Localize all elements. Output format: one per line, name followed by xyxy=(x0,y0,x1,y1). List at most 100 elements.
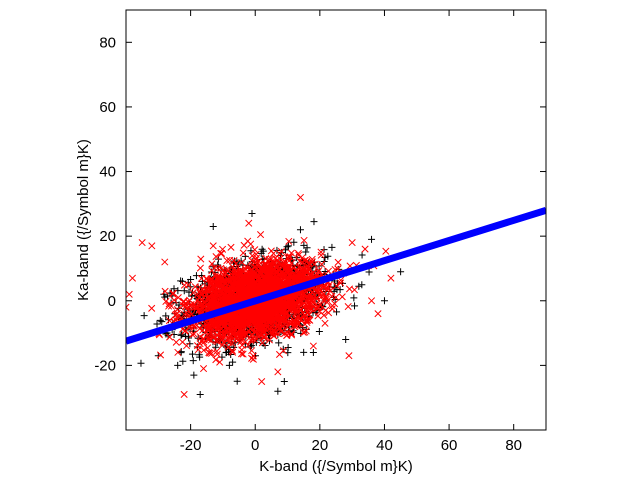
data-point-cross xyxy=(305,311,313,319)
data-point-cross xyxy=(300,236,308,244)
data-point-cross xyxy=(275,298,283,306)
data-point-cross xyxy=(210,298,218,306)
data-point-cross xyxy=(258,377,266,386)
data-point-cross xyxy=(297,301,306,309)
x-tick-label: 0 xyxy=(251,437,259,454)
data-point-cross xyxy=(277,315,285,323)
data-point-cross xyxy=(244,274,252,282)
data-point-cross xyxy=(239,350,247,358)
data-point-plus xyxy=(321,267,329,275)
data-point-cross xyxy=(331,265,339,274)
data-point-cross xyxy=(251,258,259,267)
data-point-cross xyxy=(281,270,289,278)
data-point-cross xyxy=(237,295,245,303)
data-point-plus xyxy=(328,243,336,251)
data-point-cross xyxy=(228,346,236,355)
data-point-cross xyxy=(348,239,356,247)
data-point-plus xyxy=(397,268,405,276)
data-point-plus xyxy=(233,377,241,385)
data-point-plus xyxy=(195,351,203,359)
data-point-cross xyxy=(247,336,255,345)
data-point-cross xyxy=(172,310,180,318)
data-point-cross xyxy=(182,302,190,310)
data-point-cross xyxy=(271,329,279,337)
data-point-plus xyxy=(140,312,148,320)
data-point-cross xyxy=(301,265,309,273)
data-point-cross xyxy=(217,274,225,282)
data-point-cross xyxy=(382,247,390,255)
data-point-cross xyxy=(244,237,252,245)
data-point-cross xyxy=(187,302,195,310)
fit-line xyxy=(126,206,546,345)
x-axis-label: K-band ({/Symbol m}K) xyxy=(259,458,412,475)
data-point-plus xyxy=(303,244,311,252)
data-point-plus xyxy=(158,318,166,326)
data-point-plus xyxy=(209,222,217,230)
data-point-cross xyxy=(367,297,376,305)
data-point-cross xyxy=(190,330,198,338)
data-point-cross xyxy=(204,335,212,343)
data-point-cross xyxy=(258,319,266,327)
data-point-plus xyxy=(350,294,358,302)
data-point-cross xyxy=(169,289,177,297)
data-point-cross xyxy=(183,310,192,318)
data-point-plus xyxy=(248,210,256,218)
data-point-cross xyxy=(190,301,199,309)
data-point-plus xyxy=(196,391,204,399)
data-point-cross xyxy=(180,281,188,289)
data-point-cross xyxy=(344,303,352,311)
data-point-plus xyxy=(186,340,194,348)
data-point-cross xyxy=(197,290,205,298)
data-point-cross xyxy=(280,330,289,338)
data-point-cross xyxy=(260,314,269,322)
data-point-cross xyxy=(295,251,303,259)
data-point-cross xyxy=(173,306,181,314)
data-point-cross xyxy=(279,322,288,330)
data-point-cross xyxy=(207,349,216,357)
data-point-plus xyxy=(309,348,317,356)
x-tick-label: -20 xyxy=(180,437,202,454)
data-point-plus xyxy=(257,249,265,257)
data-point-cross xyxy=(180,390,188,399)
x-tick-label: 80 xyxy=(505,437,522,454)
data-point-cross xyxy=(224,324,233,332)
data-point-plus xyxy=(274,387,282,395)
data-point-plus xyxy=(170,285,178,293)
data-point-cross xyxy=(161,287,169,295)
data-point-cross xyxy=(266,276,274,284)
data-point-plus xyxy=(222,348,230,356)
x-tick-label: 60 xyxy=(441,437,458,454)
data-point-cross xyxy=(255,325,263,333)
data-point-cross xyxy=(246,267,254,275)
data-point-plus xyxy=(258,245,266,253)
data-point-cross xyxy=(239,249,247,257)
data-point-cross xyxy=(211,329,219,337)
data-point-cross xyxy=(254,317,262,325)
data-point-cross xyxy=(274,368,282,376)
data-point-cross xyxy=(180,310,188,318)
data-point-cross xyxy=(199,365,208,373)
data-point-cross xyxy=(278,277,286,285)
data-point-cross xyxy=(208,267,216,275)
data-point-cross xyxy=(236,266,244,275)
data-point-cross xyxy=(196,264,204,272)
data-point-cross xyxy=(288,315,296,323)
data-point-plus xyxy=(161,293,169,301)
data-point-cross xyxy=(221,295,229,303)
data-point-cross xyxy=(277,247,285,255)
data-point-plus xyxy=(180,287,188,295)
data-point-cross xyxy=(314,268,322,276)
data-point-cross xyxy=(199,322,207,330)
data-point-cross xyxy=(188,330,196,339)
data-point-cross xyxy=(239,312,247,320)
data-point-plus xyxy=(315,328,323,336)
data-point-cross xyxy=(248,354,256,362)
data-point-cross xyxy=(219,318,227,327)
data-point-cross xyxy=(260,332,268,340)
data-point-cross xyxy=(302,316,310,324)
data-point-cross xyxy=(240,286,248,294)
data-point-cross xyxy=(126,290,133,298)
data-point-cross xyxy=(294,320,302,329)
data-point-cross xyxy=(345,352,353,360)
